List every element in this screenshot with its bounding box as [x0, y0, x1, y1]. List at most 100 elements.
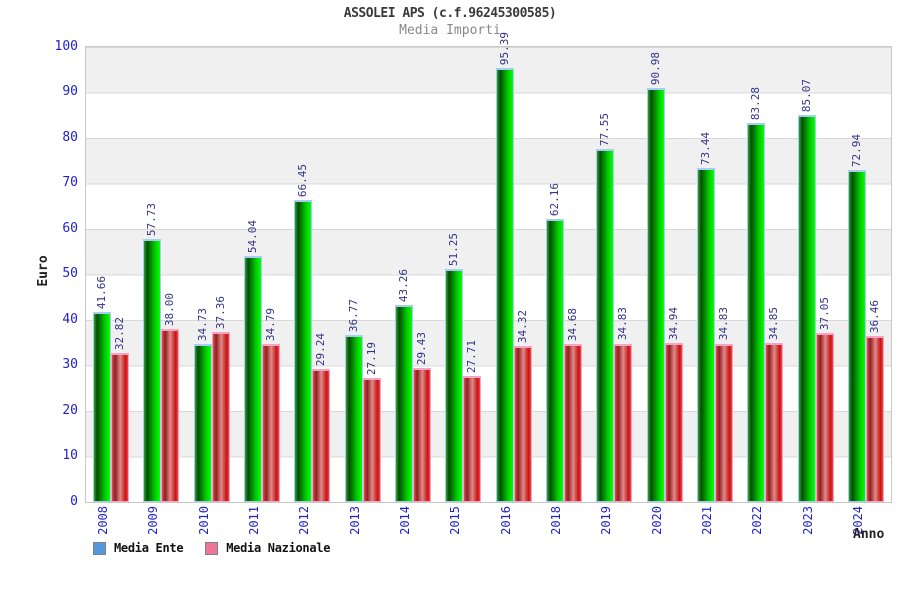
value-label-media-nazionale-2014: 29.43 — [415, 331, 429, 366]
y-tick-label: 90 — [62, 84, 78, 99]
x-tick-label-2018: 2018 — [548, 506, 563, 535]
legend-swatch-media-ente-icon — [93, 541, 106, 555]
bar-media-nazionale-2010 — [211, 332, 230, 502]
value-label-media-ente-2009: 57.73 — [145, 203, 159, 237]
value-label-media-ente-2024: 72.94 — [849, 134, 863, 168]
value-label-media-nazionale-2023: 37.05 — [817, 297, 831, 331]
bar-media-nazionale-2011 — [262, 343, 281, 502]
bar-media-ente-2014 — [395, 305, 414, 502]
legend-label-media-nazionale: Media Nazionale — [226, 541, 331, 555]
x-tick-label-2021: 2021 — [699, 506, 714, 535]
bar-media-ente-2022 — [747, 123, 766, 502]
bar-media-nazionale-2021 — [714, 343, 733, 502]
bar-media-nazionale-2024 — [865, 336, 884, 502]
x-tick-label-2015: 2015 — [448, 506, 463, 535]
y-tick-label: 40 — [62, 311, 78, 327]
bar-media-ente-2013 — [344, 334, 363, 502]
value-label-media-ente-2015: 51.25 — [447, 232, 461, 266]
bar-media-nazionale-2018 — [563, 344, 582, 502]
bar-media-ente-2010 — [193, 343, 212, 502]
x-tick-label-2023: 2023 — [800, 506, 815, 535]
value-label-media-nazionale-2013: 27.19 — [364, 342, 378, 376]
x-tick-label-2010: 2010 — [196, 506, 211, 535]
bar-media-nazionale-2019 — [614, 343, 633, 502]
value-label-media-nazionale-2011: 34.79 — [264, 307, 278, 341]
x-tick-label-2008: 2008 — [96, 506, 111, 535]
value-label-media-nazionale-2016: 34.32 — [515, 309, 529, 343]
legend-label-media-ente: Media Ente — [114, 541, 184, 555]
bar-media-nazionale-2008 — [111, 352, 130, 502]
chart-legend: Media Ente Media Nazionale — [93, 541, 330, 555]
value-label-media-nazionale-2012: 29.24 — [314, 332, 328, 366]
bar-media-ente-2011 — [244, 256, 263, 502]
value-label-media-ente-2021: 73.44 — [698, 131, 712, 165]
bar-media-nazionale-2014 — [413, 368, 432, 502]
value-label-media-ente-2008: 41.66 — [95, 276, 109, 310]
value-label-media-nazionale-2024: 36.46 — [867, 299, 881, 334]
bar-media-ente-2015 — [445, 268, 464, 502]
value-label-media-nazionale-2022: 34.85 — [767, 307, 781, 341]
value-label-media-ente-2023: 85.07 — [799, 78, 813, 112]
x-tick-label-2013: 2013 — [347, 506, 362, 535]
y-tick-label: 50 — [62, 266, 78, 281]
value-label-media-ente-2014: 43.26 — [397, 269, 411, 303]
bar-media-ente-2012 — [294, 199, 313, 502]
x-tick-label-2020: 2020 — [649, 506, 664, 535]
plot-area: 41.66 32.82 57.73 38.00 34.73 37.36 54.04 34.79… — [85, 32, 892, 503]
y-tick-label: 0 — [70, 493, 78, 509]
bar-media-nazionale-2012 — [312, 368, 331, 502]
x-tick-label-2019: 2019 — [599, 506, 614, 535]
x-tick-label-2011: 2011 — [247, 506, 262, 535]
bar-media-ente-2023 — [797, 114, 816, 502]
legend-item-media-nazionale: Media Nazionale — [205, 541, 330, 555]
x-tick-label-2022: 2022 — [750, 506, 765, 535]
bar-media-nazionale-2016 — [513, 345, 532, 502]
value-label-media-ente-2020: 90.98 — [648, 51, 662, 86]
x-tick-label-2016: 2016 — [498, 506, 513, 535]
x-tick-label-2012: 2012 — [297, 506, 312, 535]
bar-media-ente-2019 — [596, 149, 615, 502]
bar-media-ente-2009 — [143, 239, 162, 502]
value-label-media-nazionale-2021: 34.83 — [716, 307, 730, 341]
legend-swatch-media-nazionale-icon — [205, 541, 219, 555]
y-tick-label: 10 — [62, 448, 78, 463]
bar-media-ente-2008 — [93, 312, 112, 502]
bar-media-nazionale-2023 — [815, 333, 834, 502]
x-tick-label-2014: 2014 — [398, 506, 413, 535]
bar-media-ente-2021 — [696, 167, 715, 502]
x-axis-title: Anno — [853, 527, 885, 542]
value-label-media-ente-2010: 34.73 — [195, 307, 209, 341]
bar-media-ente-2020 — [646, 88, 665, 502]
y-tick-label: 80 — [62, 129, 78, 145]
y-tick-label: 70 — [62, 175, 78, 190]
value-label-media-nazionale-2018: 34.68 — [565, 308, 579, 342]
value-label-media-nazionale-2010: 37.36 — [213, 295, 227, 330]
value-label-media-ente-2012: 66.45 — [296, 163, 310, 197]
legend-item-media-ente: Media Ente — [93, 541, 184, 555]
y-tick-label: 30 — [62, 357, 78, 372]
bar-media-nazionale-2013 — [362, 378, 381, 502]
value-label-media-ente-2022: 83.28 — [749, 86, 763, 121]
bar-media-nazionale-2020 — [664, 343, 683, 502]
x-tick-label-2009: 2009 — [146, 506, 161, 535]
value-label-media-ente-2011: 54.04 — [246, 220, 260, 254]
bar-media-ente-2024 — [847, 170, 866, 502]
chart-subtitle: Media Importi — [399, 23, 501, 38]
bar-media-ente-2016 — [495, 67, 514, 502]
value-label-media-ente-2016: 95.39 — [497, 31, 511, 65]
value-label-media-nazionale-2019: 34.83 — [616, 307, 630, 341]
value-label-media-nazionale-2008: 32.82 — [113, 316, 127, 350]
value-label-media-nazionale-2009: 38.00 — [163, 292, 177, 327]
value-label-media-nazionale-2015: 27.71 — [465, 339, 479, 373]
y-tick-label: 20 — [62, 402, 78, 418]
y-tick-label: 60 — [62, 220, 78, 236]
value-label-media-ente-2018: 62.16 — [547, 183, 561, 217]
bar-media-ente-2018 — [545, 219, 564, 502]
chart-title: ASSOLEI APS (c.f.96245300585) — [343, 6, 557, 21]
bar-media-nazionale-2009 — [161, 329, 180, 502]
value-label-media-ente-2013: 36.77 — [346, 298, 360, 332]
bar-media-nazionale-2015 — [463, 375, 482, 502]
bar-media-nazionale-2022 — [765, 343, 784, 502]
value-label-media-nazionale-2020: 34.94 — [666, 306, 680, 341]
